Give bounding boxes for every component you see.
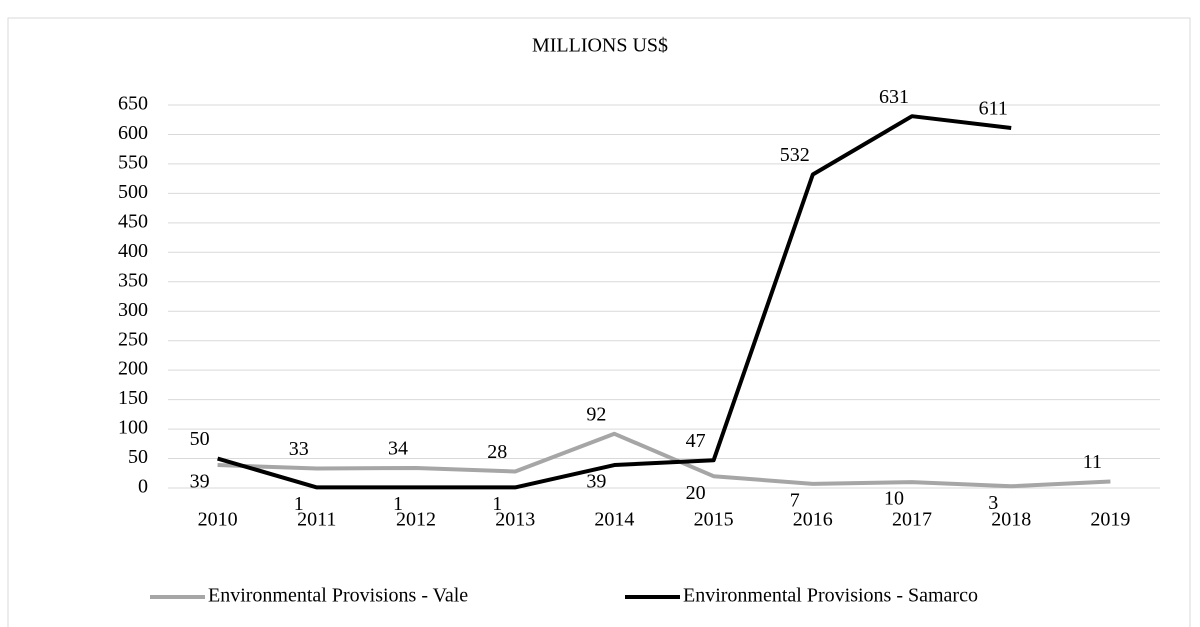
data-label: 611	[979, 98, 1008, 120]
data-label: 10	[884, 488, 904, 510]
x-tick-label: 2010	[198, 509, 238, 531]
x-tick-label: 2019	[1090, 509, 1130, 531]
x-tick-label: 2012	[396, 509, 436, 531]
data-label: 3	[988, 492, 998, 514]
y-tick-label: 550	[118, 152, 148, 174]
data-label: 1	[492, 493, 502, 515]
y-tick-label: 50	[128, 446, 148, 468]
data-label: 39	[586, 471, 606, 493]
y-tick-label: 200	[118, 358, 148, 380]
y-tick-label: 250	[118, 328, 148, 350]
x-tick-label: 2017	[892, 509, 932, 531]
y-tick-label: 350	[118, 269, 148, 291]
data-label: 39	[190, 471, 210, 493]
y-tick-label: 500	[118, 181, 148, 203]
chart-title: MILLIONS US$	[532, 35, 668, 57]
chart-border	[7, 17, 1191, 627]
data-label: 1	[294, 493, 304, 515]
data-label: 631	[879, 86, 909, 108]
y-tick-label: 600	[118, 122, 148, 144]
data-label: 33	[289, 438, 309, 460]
x-tick-label: 2018	[991, 509, 1031, 531]
data-label: 7	[790, 489, 800, 511]
data-label: 1	[393, 493, 403, 515]
data-label: 50	[190, 428, 210, 450]
y-tick-label: 100	[118, 417, 148, 439]
data-label: 20	[686, 482, 706, 504]
data-label: 532	[780, 144, 810, 166]
y-tick-label: 450	[118, 210, 148, 232]
x-tick-label: 2016	[793, 509, 833, 531]
legend-label: Environmental Provisions - Vale	[208, 585, 468, 607]
y-tick-label: 400	[118, 240, 148, 262]
x-tick-label: 2015	[694, 509, 734, 531]
data-label: 11	[1083, 451, 1102, 473]
y-tick-label: 650	[118, 93, 148, 115]
legend-label: Environmental Provisions - Samarco	[683, 585, 978, 607]
x-tick-label: 2014	[594, 509, 634, 531]
data-label: 34	[388, 438, 408, 460]
x-tick-label: 2013	[495, 509, 535, 531]
y-tick-label: 150	[118, 387, 148, 409]
data-label: 92	[586, 403, 606, 425]
data-label: 28	[487, 441, 507, 463]
x-tick-label: 2011	[297, 509, 336, 531]
y-tick-label: 300	[118, 299, 148, 321]
data-label: 47	[686, 430, 706, 452]
line-series	[217, 114, 1012, 490]
line-series	[217, 431, 1111, 489]
y-tick-label: 0	[138, 476, 148, 498]
